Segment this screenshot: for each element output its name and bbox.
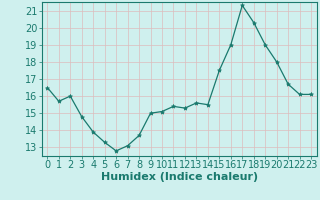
X-axis label: Humidex (Indice chaleur): Humidex (Indice chaleur) [100, 172, 258, 182]
